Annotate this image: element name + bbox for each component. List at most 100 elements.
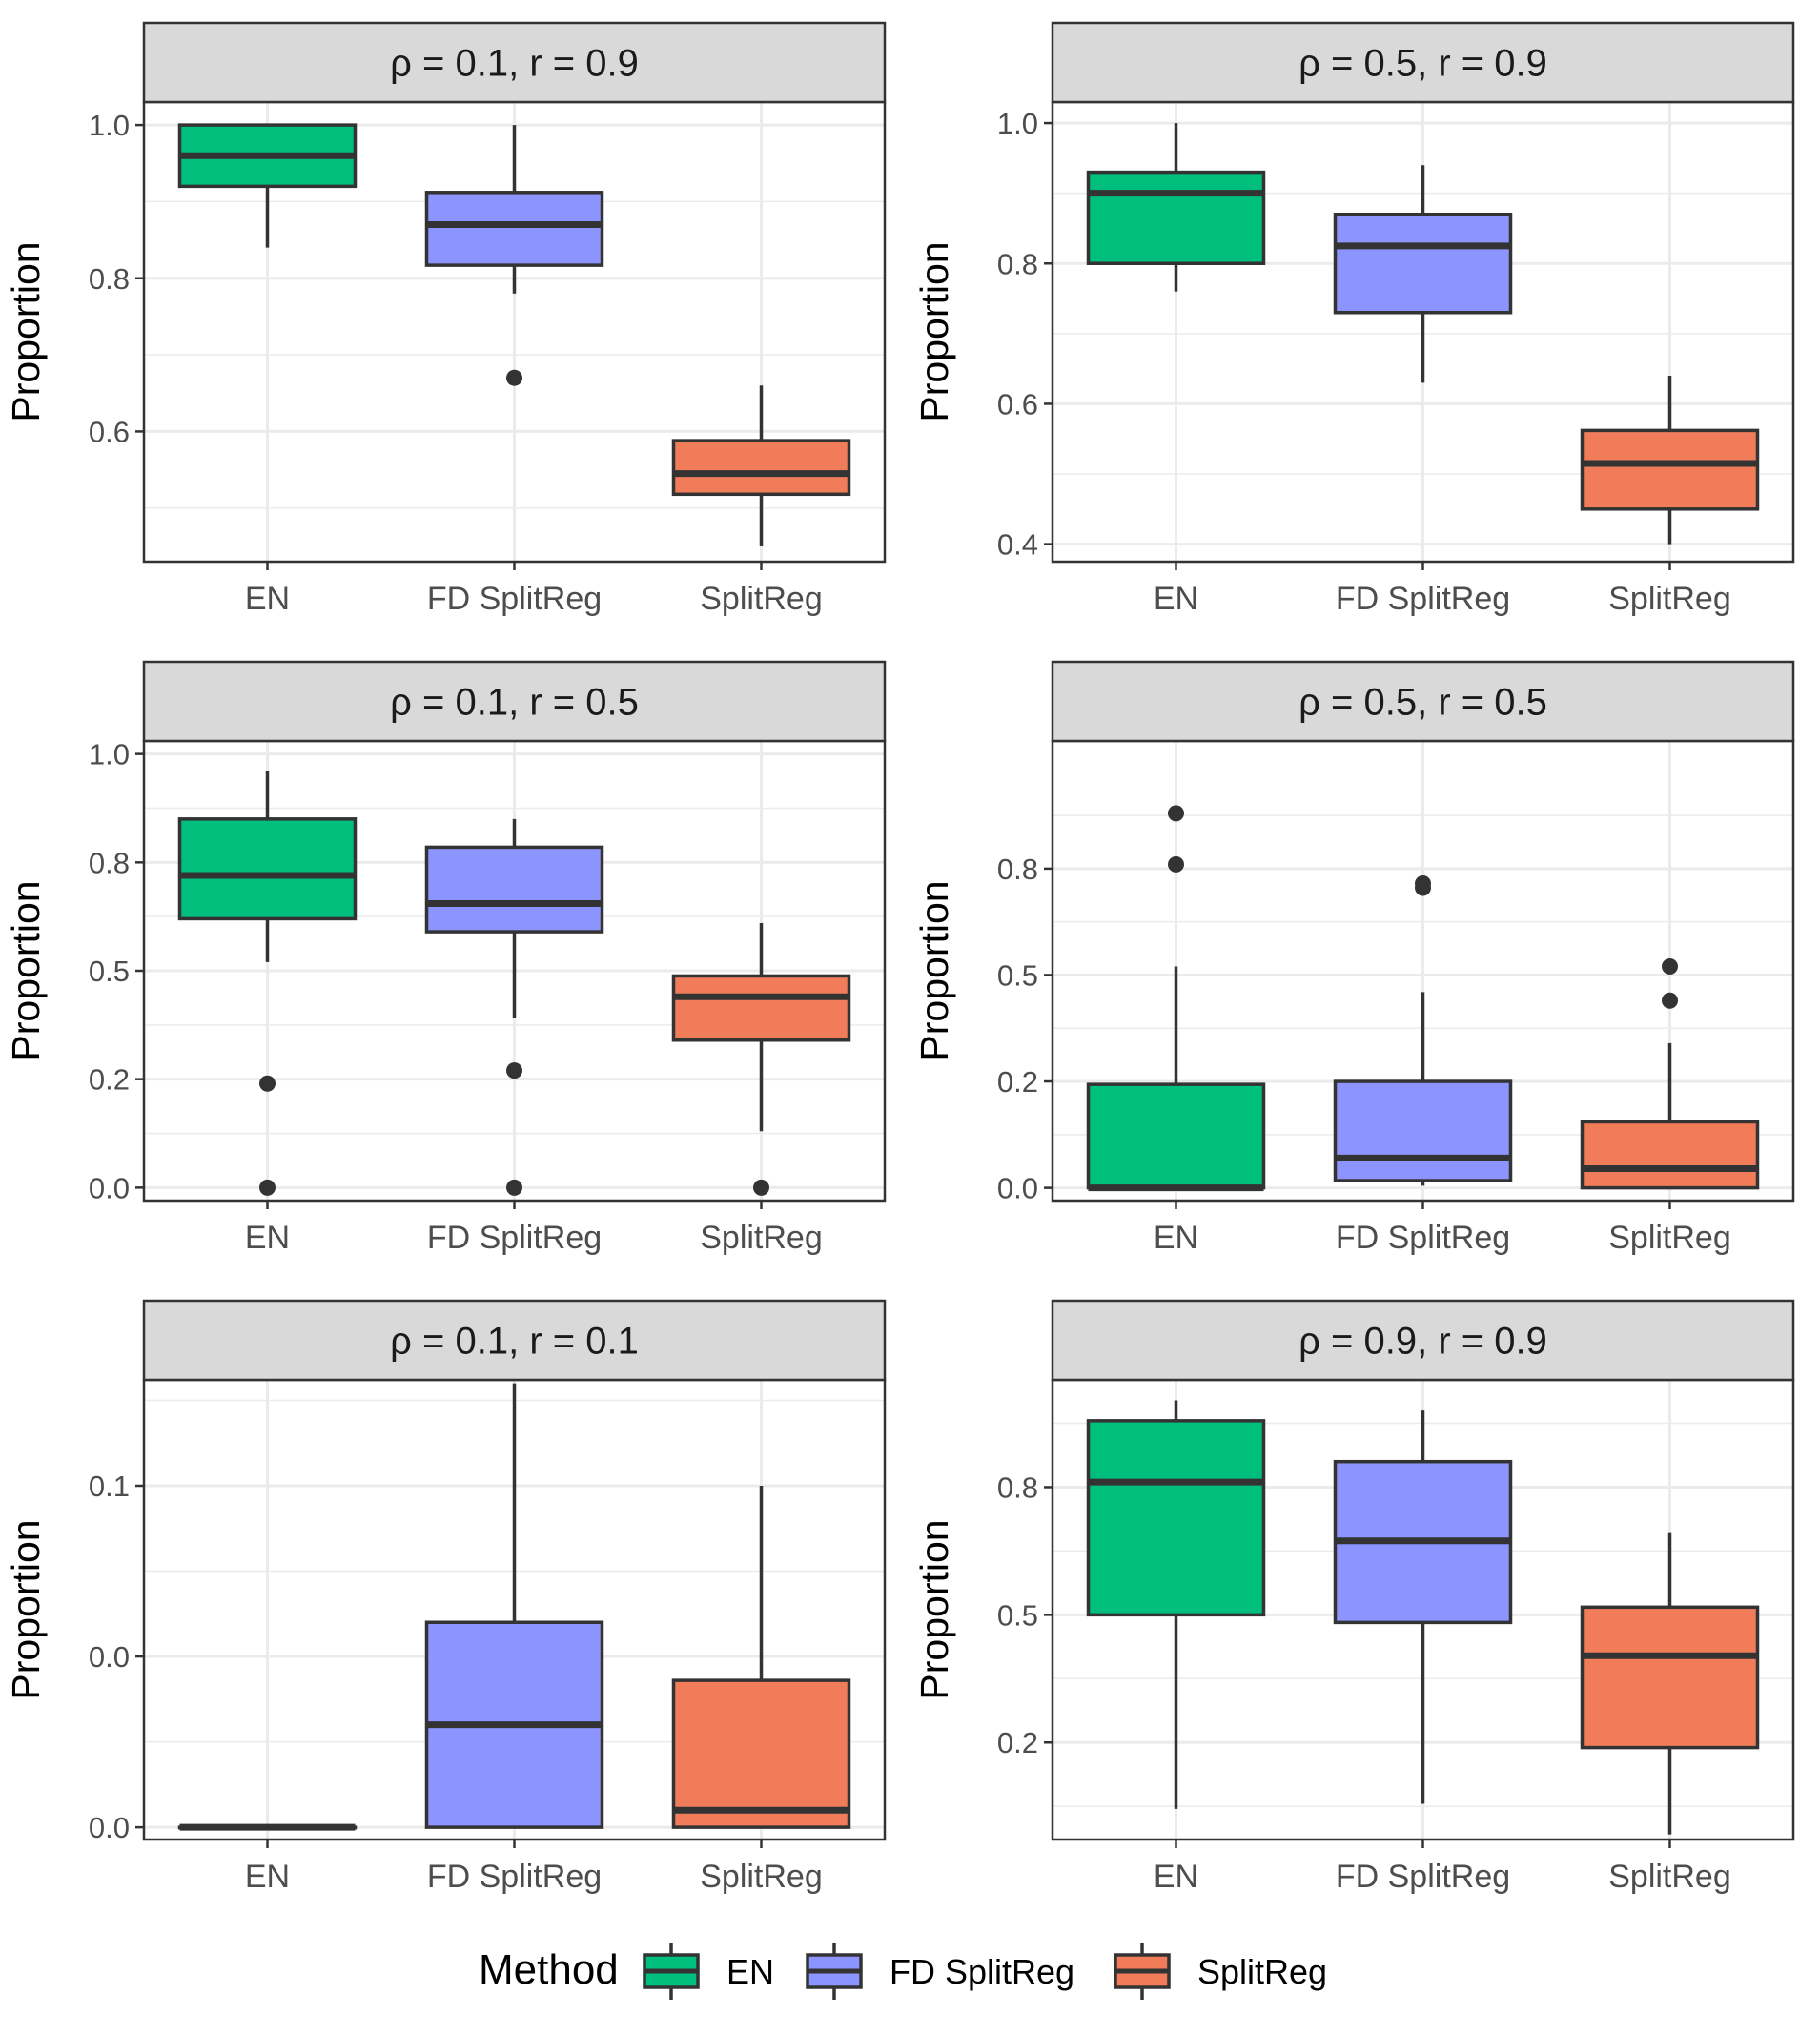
panel-6: ρ = 0.9, r = 0.9 0.2 0.5 0.8 EN FD SplitReg Sp… xyxy=(912,1299,1795,1895)
box-iqr xyxy=(1580,1120,1760,1190)
legend-label: SplitReg xyxy=(1197,1952,1327,1991)
y-tick-label: 0.1 xyxy=(89,1470,130,1503)
strip-label: ρ = 0.5, r = 0.9 xyxy=(1299,43,1547,85)
y-tick-label: 0.5 xyxy=(89,955,130,988)
strip-label: ρ = 0.1, r = 0.5 xyxy=(390,682,639,724)
y-tick-label: 0.0 xyxy=(997,1172,1038,1205)
x-tick-label: FD SplitReg xyxy=(1336,1859,1510,1895)
x-tick-label: SplitReg xyxy=(700,1220,823,1256)
x-tick-label: EN xyxy=(1154,581,1198,617)
y-tick-label: 0.8 xyxy=(997,1470,1038,1504)
x-tick-label: EN xyxy=(245,1859,290,1895)
legend: Method EN FD SplitReg SplitReg xyxy=(479,1942,1327,2000)
panel-1: ρ = 0.1, r = 0.9 0.6 0.8 1.0 EN FD SplitReg Sp… xyxy=(4,21,887,617)
box-iqr xyxy=(424,845,604,934)
y-tick-label: 0.8 xyxy=(997,853,1038,886)
x-tick-label: SplitReg xyxy=(700,581,823,617)
y-axis-title: Proportion xyxy=(912,241,956,421)
legend-item-splitreg: SplitReg xyxy=(1114,1942,1327,2000)
y-tick-label: 1.0 xyxy=(997,107,1038,140)
x-tick-label: FD SplitReg xyxy=(1336,581,1510,617)
outlier-point xyxy=(506,1062,522,1079)
strip-background xyxy=(142,1299,887,1382)
y-tick-label: 0.0 xyxy=(89,1171,130,1204)
box-iqr xyxy=(671,1678,851,1829)
legend-item-en: EN xyxy=(643,1942,774,2000)
box-splitreg xyxy=(671,1486,851,1829)
box-splitreg xyxy=(1580,375,1760,545)
y-tick-label: 1.0 xyxy=(89,109,130,142)
panel-5: ρ = 0.1, r = 0.1 0.0 0.0 0.1 EN FD SplitReg Sp… xyxy=(4,1299,887,1895)
box-iqr xyxy=(1333,212,1513,315)
box-fd-splitreg xyxy=(1333,1410,1513,1804)
y-axis-title: Proportion xyxy=(4,880,48,1060)
strip-label: ρ = 0.1, r = 0.9 xyxy=(390,43,639,85)
y-axis-title: Proportion xyxy=(912,1519,956,1699)
box-iqr xyxy=(1333,1079,1513,1182)
box-iqr xyxy=(177,817,358,921)
x-tick-label: EN xyxy=(245,581,290,617)
x-tick-label: FD SplitReg xyxy=(1336,1220,1510,1256)
box-splitreg xyxy=(1580,1532,1760,1835)
x-tick-label: EN xyxy=(1154,1859,1198,1895)
y-tick-label: 0.4 xyxy=(997,528,1038,562)
x-tick-label: EN xyxy=(1154,1220,1198,1256)
box-fd-splitreg xyxy=(1333,875,1513,1186)
y-tick-label: 0.2 xyxy=(89,1063,130,1097)
outlier-point xyxy=(1168,805,1184,822)
panel-4: ρ = 0.5, r = 0.5 0.0 0.2 0.5 0.8 EN FD SplitRe… xyxy=(912,660,1795,1256)
legend-label: FD SplitReg xyxy=(890,1952,1074,1991)
x-tick-label: FD SplitReg xyxy=(427,581,602,617)
y-tick-label: 0.2 xyxy=(997,1065,1038,1099)
x-tick-label: SplitReg xyxy=(1608,581,1731,617)
box-iqr xyxy=(1086,170,1266,266)
box-splitreg xyxy=(671,922,851,1196)
box-iqr xyxy=(671,439,851,497)
x-tick-label: FD SplitReg xyxy=(427,1220,602,1256)
box-fd-splitreg xyxy=(424,818,604,1196)
legend-label: EN xyxy=(726,1952,774,1991)
y-axis-title: Proportion xyxy=(4,241,48,421)
outlier-point xyxy=(1415,875,1431,893)
box-iqr xyxy=(1580,1605,1760,1750)
strip-background xyxy=(1051,21,1795,104)
box-iqr xyxy=(424,191,604,267)
box-iqr xyxy=(1086,1419,1266,1617)
outlier-point xyxy=(506,369,522,386)
y-tick-label: 1.0 xyxy=(89,738,130,771)
outlier-point xyxy=(753,1179,769,1196)
y-tick-label: 0.2 xyxy=(997,1726,1038,1759)
box-fd-splitreg xyxy=(424,1383,604,1829)
outlier-point xyxy=(259,1075,276,1092)
outlier-point xyxy=(1662,992,1678,1009)
box-en xyxy=(177,1823,358,1831)
y-tick-label: 0.6 xyxy=(997,387,1038,421)
box-iqr xyxy=(1580,428,1760,511)
legend-keys: EN FD SplitReg SplitReg xyxy=(643,1942,1327,2000)
strip-background xyxy=(142,660,887,743)
y-tick-label: 0.8 xyxy=(997,247,1038,280)
box-iqr xyxy=(671,974,851,1042)
y-tick-label: 0.0 xyxy=(89,1811,130,1844)
outlier-point xyxy=(506,1179,522,1196)
box-splitreg xyxy=(1580,958,1760,1190)
box-fd-splitreg xyxy=(424,125,604,386)
y-tick-label: 0.8 xyxy=(89,846,130,879)
y-tick-label: 0.0 xyxy=(89,1640,130,1674)
strip-label: ρ = 0.9, r = 0.9 xyxy=(1299,1321,1547,1363)
y-tick-label: 0.8 xyxy=(89,262,130,296)
box-en xyxy=(1086,805,1266,1192)
box-en xyxy=(177,123,358,248)
strip-label: ρ = 0.1, r = 0.1 xyxy=(390,1321,639,1363)
strip-background xyxy=(1051,1299,1795,1382)
legend-item-fd-splitreg: FD SplitReg xyxy=(806,1942,1074,2000)
y-tick-label: 0.5 xyxy=(997,958,1038,992)
x-tick-label: EN xyxy=(245,1220,290,1256)
strip-label: ρ = 0.5, r = 0.5 xyxy=(1299,682,1547,724)
box-en xyxy=(1086,123,1266,292)
outlier-point xyxy=(1662,958,1678,976)
y-axis-title: Proportion xyxy=(912,880,956,1060)
panels: ρ = 0.1, r = 0.9 0.6 0.8 1.0 EN FD SplitReg Sp… xyxy=(4,21,1795,1895)
box-iqr xyxy=(1086,1082,1266,1190)
x-tick-label: SplitReg xyxy=(1608,1220,1731,1256)
